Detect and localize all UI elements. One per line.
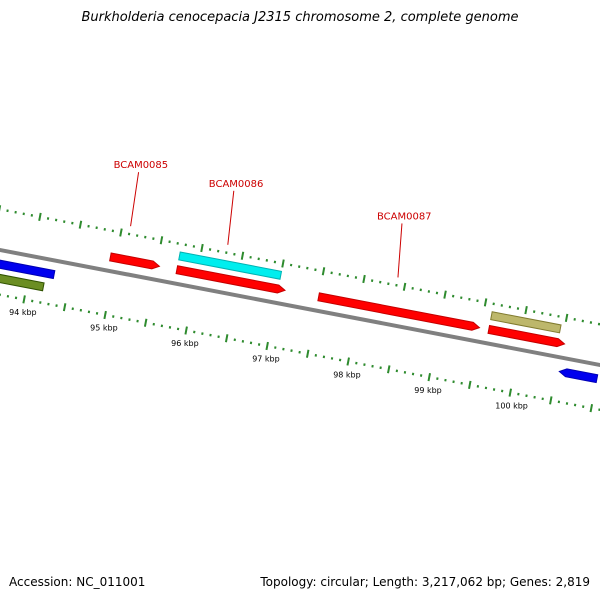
gene-feature-red-4 bbox=[487, 324, 566, 348]
outer-scale-tick bbox=[78, 220, 83, 229]
outer-scale-tick bbox=[524, 305, 528, 315]
gene-name-label: BCAM0087 bbox=[377, 211, 432, 222]
gene-feature-blue-left bbox=[0, 259, 56, 280]
outer-scale-tick bbox=[483, 298, 488, 307]
inner-scale-tick bbox=[549, 396, 553, 405]
kbp-tick-label: 98 kbp bbox=[333, 370, 361, 379]
inner-scale-tick bbox=[468, 380, 472, 389]
gene-label-leader bbox=[130, 172, 140, 227]
inner-scale-tick bbox=[265, 341, 269, 351]
inner-scale-tick bbox=[427, 372, 431, 382]
inner-scale-tick bbox=[62, 303, 67, 312]
map-title: Burkholderia cenocepacia J2315 chromosom… bbox=[81, 10, 519, 25]
kbp-tick-label: 96 kbp bbox=[171, 339, 199, 348]
gene-name-label: BCAM0086 bbox=[209, 179, 264, 190]
gene-feature-red-3 bbox=[317, 292, 481, 331]
gene-feature-khaki-1 bbox=[490, 311, 562, 334]
backbone-line bbox=[0, 247, 600, 368]
kbp-tick-label: 94 kbp bbox=[9, 308, 37, 317]
gene-label-leader bbox=[227, 190, 235, 245]
inner-scale-tick bbox=[143, 318, 148, 327]
gene-label-leader bbox=[397, 223, 403, 278]
gene-feature-blue-right bbox=[558, 368, 599, 384]
gene-feature-cyan-1 bbox=[178, 251, 283, 280]
outer-scale-tick bbox=[119, 228, 123, 237]
outer-scale-tick bbox=[200, 243, 204, 253]
gene-feature-olive-left bbox=[0, 273, 45, 292]
inner-scale-tick bbox=[184, 326, 188, 335]
gene-name-label: BCAM0085 bbox=[114, 160, 169, 171]
outer-scale-tick bbox=[240, 251, 245, 260]
inner-scale-tick bbox=[305, 349, 310, 358]
outer-scale-tick bbox=[38, 212, 42, 222]
outer-scale-tick bbox=[564, 313, 569, 322]
kbp-tick-label: 95 kbp bbox=[90, 324, 118, 333]
inner-scale-tick bbox=[346, 357, 350, 366]
outer-scale-tick bbox=[402, 282, 407, 291]
outer-scale-tick bbox=[281, 259, 285, 268]
outer-scale-tick bbox=[443, 290, 447, 299]
inner-scale-tick bbox=[589, 404, 594, 413]
gene-feature-red-1 bbox=[109, 252, 161, 270]
inner-scale-tick bbox=[22, 295, 26, 304]
inner-scale-tick bbox=[387, 365, 391, 374]
inner-scale-tick bbox=[103, 310, 107, 320]
kbp-tick-label: 97 kbp bbox=[252, 355, 280, 364]
inner-scale-tick bbox=[508, 388, 513, 397]
outer-scale-tick bbox=[321, 267, 326, 276]
topology-summary-text: Topology: circular; Length: 3,217,062 bp… bbox=[260, 575, 590, 589]
kbp-tick-label: 99 kbp bbox=[414, 386, 442, 395]
gene-feature-red-2 bbox=[175, 265, 286, 294]
outer-scale-tick bbox=[159, 236, 164, 245]
accession-text: Accession: NC_011001 bbox=[9, 575, 146, 589]
inner-scale-tick bbox=[224, 334, 229, 343]
outer-scale-tick bbox=[362, 274, 366, 284]
kbp-tick-label: 100 kbp bbox=[495, 401, 528, 410]
